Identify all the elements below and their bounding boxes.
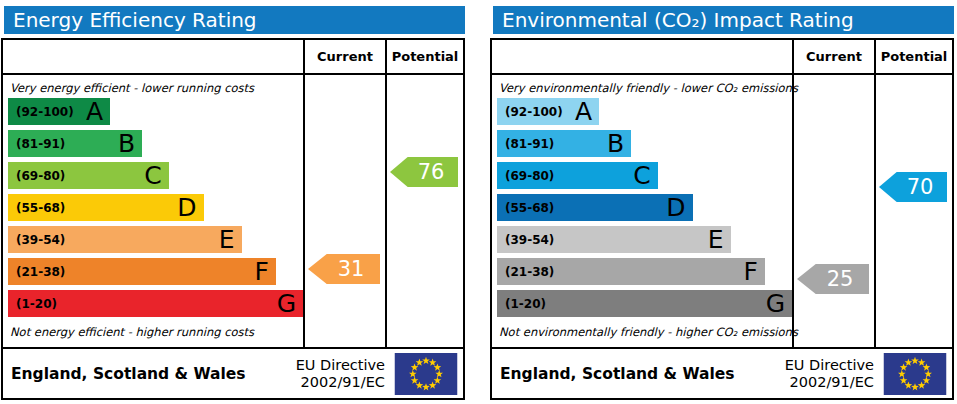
rating-table: Current Potential Very environmentally f… <box>490 38 954 400</box>
band-letter: D <box>177 195 196 221</box>
potential-column-header: Potential <box>385 40 463 75</box>
band-letter: F <box>743 259 757 285</box>
eu-directive-line1: EU Directive <box>785 357 874 373</box>
band-C: (69-80) C <box>8 162 169 189</box>
top-note: Very environmentally friendly - lower CO… <box>499 81 798 95</box>
band-E: (39-54) E <box>8 226 242 253</box>
band-letter: F <box>254 259 268 285</box>
band-range-label: (21-38) <box>16 265 65 279</box>
table-corner-cell <box>492 40 792 75</box>
current-column-header: Current <box>303 40 385 75</box>
band-letter: G <box>277 291 296 317</box>
rating-table: Current Potential Very energy efficient … <box>1 38 465 400</box>
current-rating-arrow: 25 <box>797 264 869 294</box>
band-letter: E <box>708 227 724 253</box>
rating-bands: (92-100) A (81-91) B (69-80) C (55-68) D (39-54)… <box>497 98 792 322</box>
band-range-label: (39-54) <box>16 233 65 247</box>
band-range-label: (81-91) <box>16 137 65 151</box>
band-F: (21-38) F <box>497 258 765 285</box>
eu-directive-line2: 2002/91/EC <box>296 374 385 390</box>
eu-directive-label: EU Directive 2002/91/EC <box>296 357 385 389</box>
band-range-label: (55-68) <box>16 201 65 215</box>
top-note: Very energy efficient - lower running co… <box>10 81 254 95</box>
eu-directive-label: EU Directive 2002/91/EC <box>785 357 874 389</box>
eu-flag-icon <box>883 353 947 395</box>
table-footer: England, Scotland & Wales EU Directive 2… <box>3 347 463 398</box>
potential-rating-arrow: 76 <box>390 157 458 187</box>
table-corner-cell <box>3 40 303 75</box>
band-G: (1-20) G <box>497 290 792 317</box>
band-letter: B <box>607 131 624 157</box>
band-letter: G <box>766 291 785 317</box>
environmental-impact-panel: Environmental (CO₂) Impact Rating Curren… <box>489 0 955 404</box>
bands-area: Very energy efficient - lower running co… <box>3 75 303 347</box>
band-range-label: (55-68) <box>505 201 554 215</box>
potential-column-header: Potential <box>874 40 952 75</box>
band-G: (1-20) G <box>8 290 303 317</box>
band-F: (21-38) F <box>8 258 276 285</box>
band-range-label: (1-20) <box>16 297 57 311</box>
band-C: (69-80) C <box>497 162 658 189</box>
panel-title: Energy Efficiency Rating <box>4 6 465 34</box>
energy-efficiency-panel: Energy Efficiency Rating Current Potenti… <box>0 0 466 404</box>
potential-column: 76 <box>385 75 463 347</box>
band-A: (92-100) A <box>8 98 110 125</box>
eu-directive-line1: EU Directive <box>296 357 385 373</box>
bands-area: Very environmentally friendly - lower CO… <box>492 75 792 347</box>
eu-flag-icon <box>394 353 458 395</box>
rating-bands: (92-100) A (81-91) B (69-80) C (55-68) D (39-54)… <box>8 98 303 322</box>
band-letter: C <box>633 163 650 189</box>
band-D: (55-68) D <box>8 194 204 221</box>
band-letter: A <box>575 99 592 125</box>
table-footer: England, Scotland & Wales EU Directive 2… <box>492 347 952 398</box>
panel-title: Environmental (CO₂) Impact Rating <box>493 6 954 34</box>
eu-directive-line2: 2002/91/EC <box>785 374 874 390</box>
bottom-note: Not environmentally friendly - higher CO… <box>499 325 798 339</box>
potential-rating-arrow: 70 <box>879 172 947 202</box>
band-range-label: (69-80) <box>505 169 554 183</box>
band-D: (55-68) D <box>497 194 693 221</box>
current-column-header: Current <box>792 40 874 75</box>
band-E: (39-54) E <box>497 226 731 253</box>
band-range-label: (69-80) <box>16 169 65 183</box>
band-range-label: (1-20) <box>505 297 546 311</box>
band-letter: A <box>86 99 103 125</box>
band-letter: C <box>144 163 161 189</box>
band-B: (81-91) B <box>8 130 142 157</box>
region-label: England, Scotland & Wales <box>11 365 287 383</box>
band-range-label: (39-54) <box>505 233 554 247</box>
band-B: (81-91) B <box>497 130 631 157</box>
band-range-label: (92-100) <box>505 105 563 119</box>
band-letter: B <box>118 131 135 157</box>
band-range-label: (21-38) <box>505 265 554 279</box>
band-range-label: (92-100) <box>16 105 74 119</box>
current-rating-arrow: 31 <box>308 254 380 284</box>
current-column: 25 <box>792 75 874 347</box>
bottom-note: Not energy efficient - higher running co… <box>10 325 254 339</box>
band-A: (92-100) A <box>497 98 599 125</box>
band-range-label: (81-91) <box>505 137 554 151</box>
region-label: England, Scotland & Wales <box>500 365 776 383</box>
band-letter: D <box>666 195 685 221</box>
current-column: 31 <box>303 75 385 347</box>
potential-column: 70 <box>874 75 952 347</box>
band-letter: E <box>219 227 235 253</box>
